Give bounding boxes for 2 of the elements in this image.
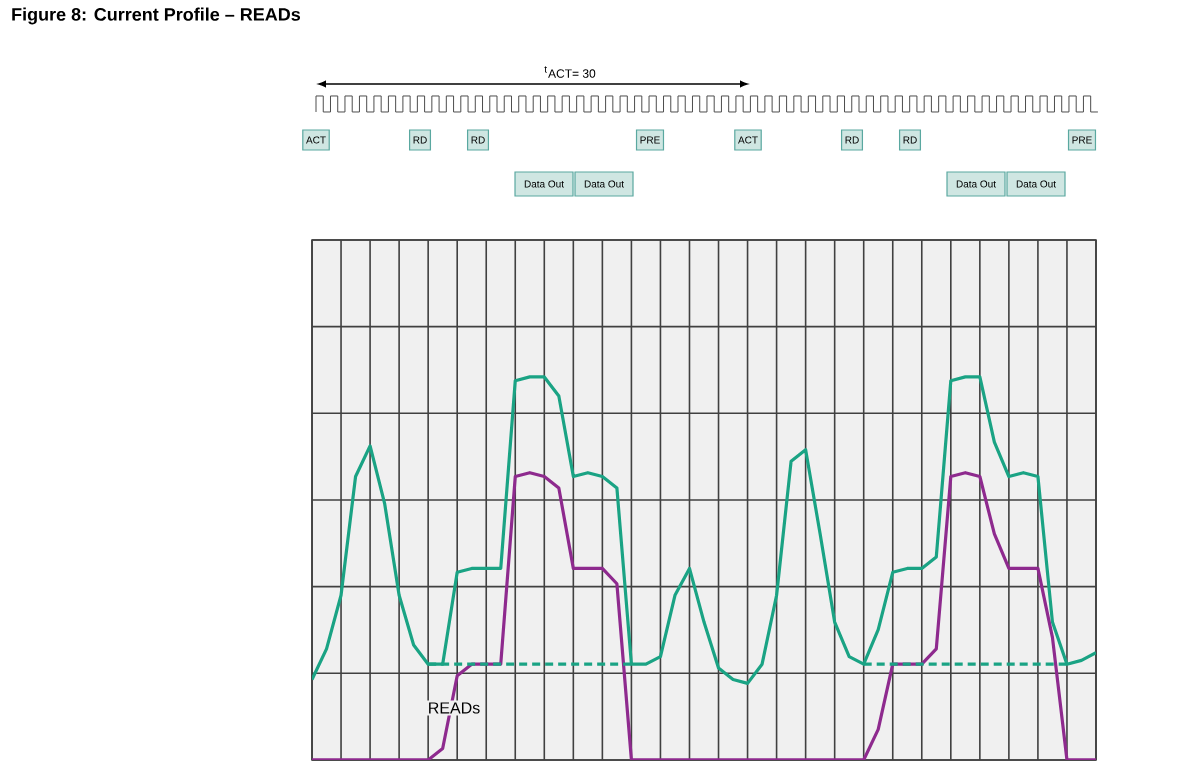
annotation: READs <box>429 702 480 714</box>
text: Figure 8: Current Profile – READs <box>12 7 301 25</box>
